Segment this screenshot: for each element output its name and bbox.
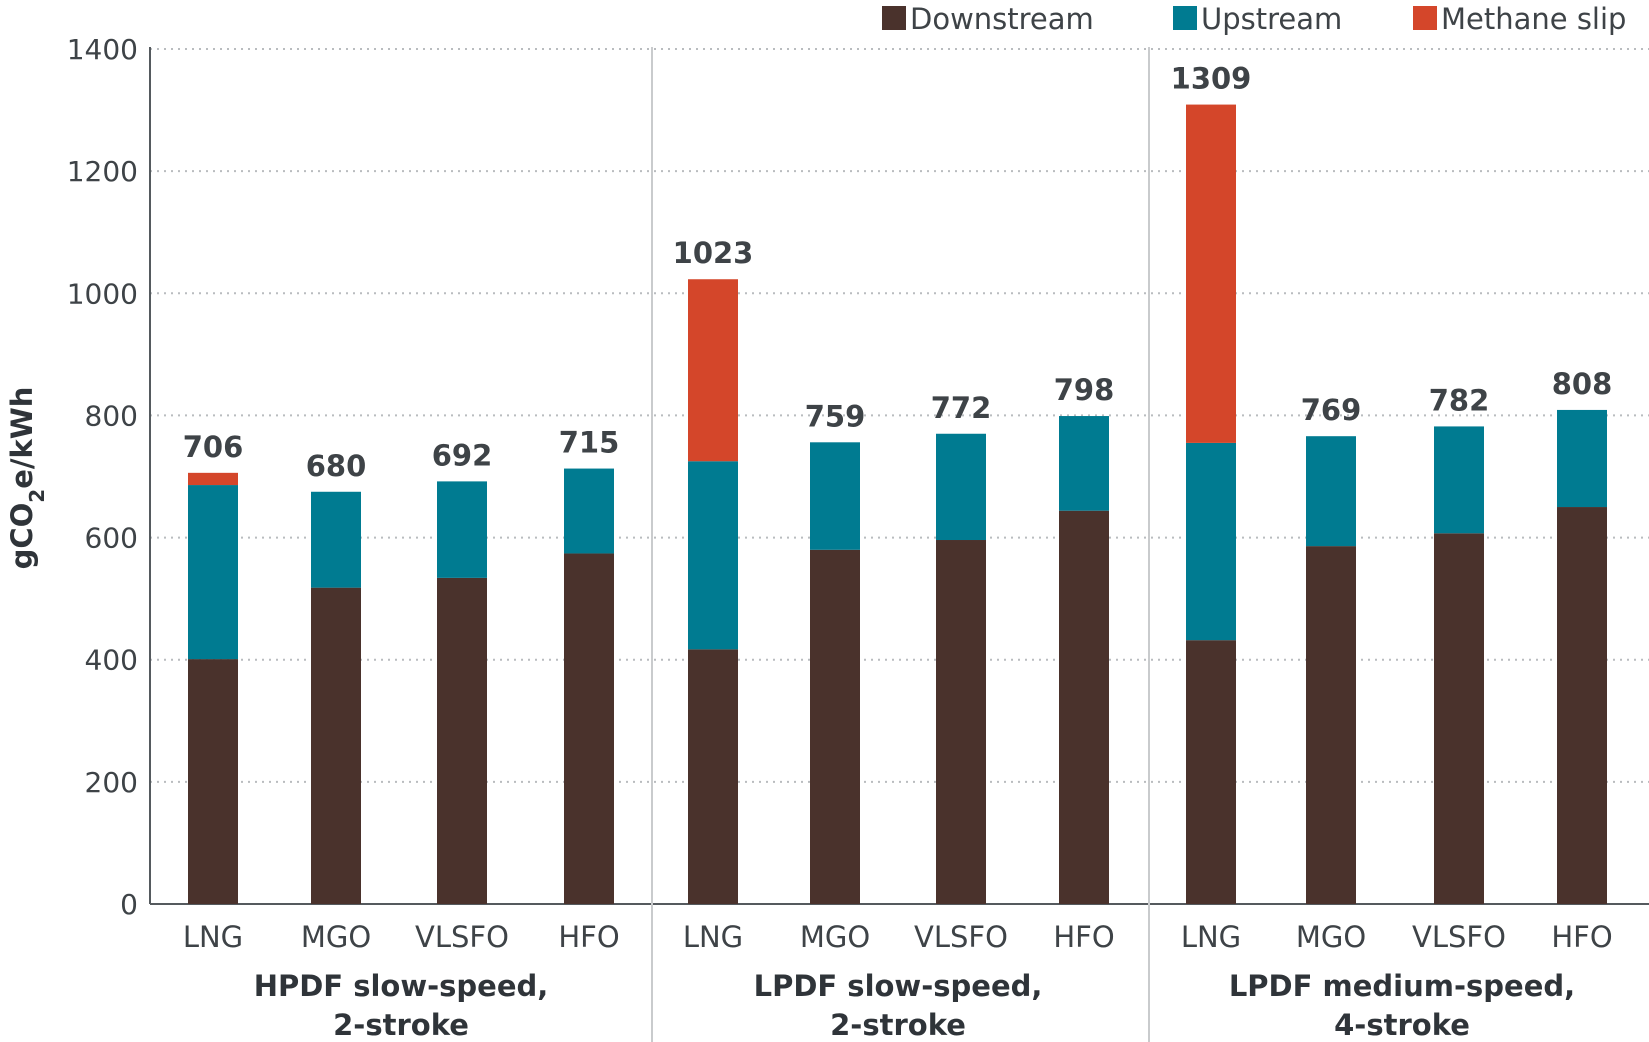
y-tick-label: 200 (85, 766, 138, 799)
bar-segment-downstream (1186, 640, 1236, 904)
bar-segment-upstream (437, 481, 487, 578)
legend: Downstream Upstream Methane slip (882, 2, 1626, 36)
bar-segment-downstream (688, 649, 738, 904)
y-tick-label: 0 (120, 888, 138, 921)
bar-segment-upstream (936, 433, 986, 541)
bar-segment-downstream (1059, 510, 1109, 904)
total-label: 759 (805, 399, 866, 433)
x-tick-label: VLSFO (914, 920, 1008, 954)
bar-segment-downstream (1306, 546, 1356, 904)
x-tick-label: LNG (183, 920, 243, 954)
legend-label: Upstream (1201, 2, 1342, 36)
y-axis-label: gCO2e/kWh (5, 387, 49, 570)
bar-segment-upstream (810, 442, 860, 550)
x-tick-label: HFO (1053, 920, 1114, 954)
total-label: 706 (183, 430, 244, 464)
group-label-line2: 2-stroke (333, 1008, 469, 1042)
total-label: 808 (1552, 367, 1613, 401)
legend-swatch (1173, 6, 1197, 30)
bar-segment-downstream (936, 540, 986, 904)
bar-segment-downstream (437, 577, 487, 904)
bar-segment-downstream (188, 659, 238, 904)
bar-segment-methane-slip (688, 279, 738, 462)
bar-segment-upstream (1557, 409, 1607, 508)
total-label: 769 (1301, 393, 1362, 427)
bar-segment-upstream (1434, 426, 1484, 534)
y-tick-label: 400 (85, 644, 138, 677)
bar-segment-downstream (564, 553, 614, 904)
gridlines (150, 48, 1649, 783)
bar-segment-downstream (311, 587, 361, 904)
bar-segment-upstream (1059, 416, 1109, 511)
bar-segment-downstream (1557, 507, 1607, 904)
total-label: 798 (1054, 373, 1115, 407)
x-tick-label: VLSFO (415, 920, 509, 954)
legend-swatch (882, 6, 906, 30)
x-tick-label: MGO (301, 920, 371, 954)
x-tick-label: VLSFO (1412, 920, 1506, 954)
group-label-line1: LPDF medium-speed, (1229, 969, 1575, 1003)
bar-segment-upstream (564, 468, 614, 554)
bar-segment-methane-slip (188, 472, 238, 486)
total-label: 680 (306, 449, 367, 483)
x-tick-label: HFO (1551, 920, 1612, 954)
total-label: 715 (559, 426, 620, 460)
x-axis: LNG MGO VLSFO HFO LNG MGO VLSFO HFO LNG MGO VLSFO H… (183, 920, 1613, 1042)
y-axis: 0 200 400 600 800 1000 1200 1400 (67, 33, 1649, 921)
group-label-line2: 2-stroke (830, 1008, 966, 1042)
y-tick-label: 1400 (67, 33, 138, 66)
group-label-line2: 4-stroke (1334, 1008, 1470, 1042)
legend-label: Downstream (910, 2, 1094, 36)
legend-swatch (1413, 6, 1437, 30)
y-tick-label: 800 (85, 399, 138, 432)
total-labels: 706 680 692 715 1023 759 772 798 1309 769 782 808 (183, 62, 1613, 483)
bar-segment-upstream (311, 491, 361, 588)
legend-label: Methane slip (1441, 2, 1626, 36)
bar-segment-upstream (188, 485, 238, 660)
x-tick-label: LNG (683, 920, 743, 954)
bar-segment-methane-slip (1186, 104, 1236, 443)
total-label: 1023 (673, 236, 754, 270)
y-tick-label: 1000 (67, 277, 138, 310)
total-label: 782 (1429, 383, 1490, 417)
bar-segment-upstream (1306, 436, 1356, 547)
x-tick-label: MGO (1296, 920, 1366, 954)
group-label-line1: HPDF slow-speed, (254, 969, 549, 1003)
total-label: 1309 (1171, 62, 1252, 96)
bar-segment-upstream (688, 461, 738, 650)
group-dividers (651, 47, 1150, 1042)
x-tick-label: HFO (558, 920, 619, 954)
y-tick-label: 1200 (67, 155, 138, 188)
total-label: 692 (432, 438, 493, 472)
y-tick-label: 600 (85, 522, 138, 555)
total-label: 772 (931, 391, 992, 425)
x-tick-label: LNG (1181, 920, 1241, 954)
bars (188, 104, 1607, 904)
bar-segment-downstream (810, 549, 860, 904)
bar-segment-upstream (1186, 442, 1236, 641)
bar-segment-downstream (1434, 533, 1484, 904)
group-label-line1: LPDF slow-speed, (754, 969, 1043, 1003)
x-tick-label: MGO (800, 920, 870, 954)
